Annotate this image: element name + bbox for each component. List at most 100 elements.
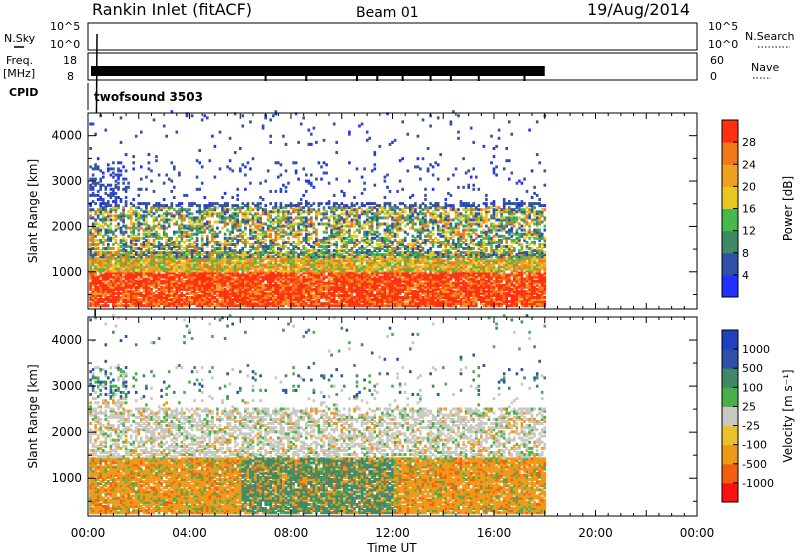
echo-cell xyxy=(132,289,135,293)
echo-cell xyxy=(107,224,110,228)
echo-cell xyxy=(99,198,102,201)
echo-cell xyxy=(353,245,356,248)
echo-cell xyxy=(216,220,219,224)
echo-cell xyxy=(370,269,374,273)
echo-cell xyxy=(216,279,219,283)
echo-cell xyxy=(132,242,135,246)
echo-cell xyxy=(178,283,181,287)
echo-cell xyxy=(132,155,135,159)
echo-cell xyxy=(358,302,361,306)
echo-cell xyxy=(246,269,250,273)
echo-cell xyxy=(317,161,321,165)
echo-cell xyxy=(370,220,374,224)
echo-cell xyxy=(185,287,189,291)
echo-cell xyxy=(393,251,397,255)
echo-cell xyxy=(208,304,212,308)
echo-cell xyxy=(188,259,191,263)
echo-cell xyxy=(142,245,146,248)
echo-cell xyxy=(393,298,397,302)
echo-cell xyxy=(160,253,163,257)
echo-cell xyxy=(91,304,95,308)
echo-cell xyxy=(322,245,326,248)
echo-cell xyxy=(140,273,143,277)
echo-cell xyxy=(396,242,399,246)
echo-cell xyxy=(203,114,207,118)
echo-cell xyxy=(162,279,166,283)
echo-cell xyxy=(200,240,204,244)
echo-cell xyxy=(277,259,280,263)
echo-cell xyxy=(299,302,303,306)
echo-cell xyxy=(317,302,321,306)
echo-cell xyxy=(244,226,247,230)
echo-cell xyxy=(325,247,328,250)
echo-cell xyxy=(386,275,389,279)
echo-cell xyxy=(365,138,369,142)
echo-cell xyxy=(198,149,201,152)
echo-cell xyxy=(310,255,313,259)
echo-cell xyxy=(254,222,257,226)
echo-cell xyxy=(378,212,382,216)
echo-cell xyxy=(327,285,331,289)
echo-cell xyxy=(99,298,102,302)
echo-cell xyxy=(272,300,275,304)
echo-cell xyxy=(287,261,290,265)
echo-cell xyxy=(282,255,285,259)
echo-cell xyxy=(264,245,267,248)
echo-cell xyxy=(228,281,232,285)
echo-cell xyxy=(211,251,214,255)
echo-cell xyxy=(129,275,133,279)
echo-cell xyxy=(287,181,290,185)
echo-cell xyxy=(147,281,151,285)
echo-cell xyxy=(145,214,148,218)
echo-cell xyxy=(165,285,168,289)
echo-cell xyxy=(213,202,217,206)
echo-cell xyxy=(287,294,290,297)
echo-cell xyxy=(272,275,275,279)
echo-cell xyxy=(173,277,176,281)
echo-cell xyxy=(102,220,105,224)
echo-cell xyxy=(218,212,222,216)
echo-cell xyxy=(178,216,181,220)
echo-cell xyxy=(142,281,146,285)
echo-cell xyxy=(167,222,171,226)
echo-cell xyxy=(218,230,222,234)
echo-cell xyxy=(353,275,356,279)
echo-cell xyxy=(134,259,138,263)
echo-cell xyxy=(190,285,194,289)
echo-cell xyxy=(269,287,272,291)
echo-cell xyxy=(162,257,166,261)
echo-cell xyxy=(173,273,176,277)
echo-cell xyxy=(350,277,354,281)
echo-cell xyxy=(226,204,229,208)
echo-cell xyxy=(147,261,151,265)
echo-cell xyxy=(91,191,95,195)
echo-cell xyxy=(175,267,179,271)
echo-cell xyxy=(107,300,110,304)
echo-cell xyxy=(368,251,371,255)
echo-cell xyxy=(236,271,239,275)
echo-cell xyxy=(195,224,199,228)
echo-cell xyxy=(165,238,168,242)
echo-cell xyxy=(129,281,133,285)
echo-cell xyxy=(277,236,280,240)
echo-cell xyxy=(167,281,171,285)
echo-cell xyxy=(297,283,300,287)
echo-cell xyxy=(114,216,118,220)
echo-cell xyxy=(216,289,219,293)
echo-cell xyxy=(327,206,331,210)
echo-cell xyxy=(167,279,171,283)
echo-cell xyxy=(91,294,95,297)
echo-cell xyxy=(355,220,359,224)
echo-cell xyxy=(282,275,285,279)
echo-cell xyxy=(256,298,260,302)
echo-cell xyxy=(129,279,133,283)
echo-cell xyxy=(198,220,201,224)
echo-cell xyxy=(155,218,158,222)
echo-cell xyxy=(244,294,247,297)
echo-cell xyxy=(211,261,214,265)
echo-cell xyxy=(348,210,351,214)
echo-cell xyxy=(274,236,278,240)
echo-cell xyxy=(180,226,184,230)
echo-cell xyxy=(109,228,113,232)
echo-cell xyxy=(94,202,97,206)
